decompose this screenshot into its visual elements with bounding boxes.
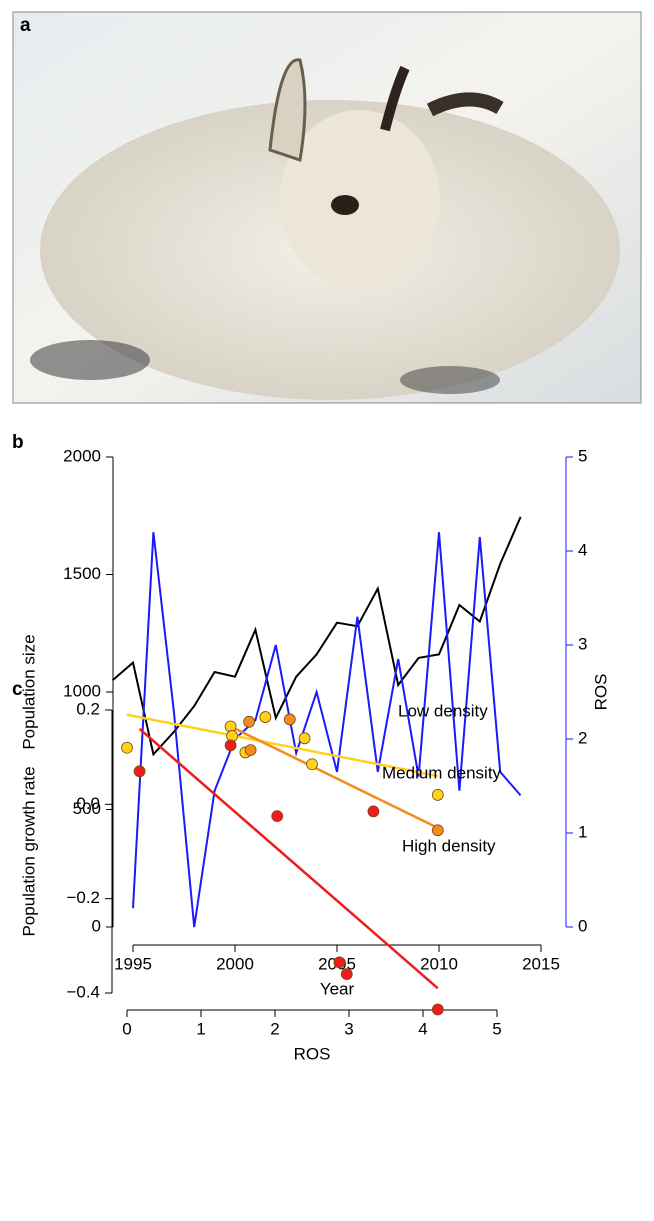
hoof (400, 366, 500, 394)
panel-label: c (12, 679, 23, 700)
x-tick-label: 2 (270, 1019, 279, 1038)
x-axis-label: Year (320, 979, 355, 998)
y-axis-label: Population size (19, 634, 38, 749)
y-tick-label: 0.2 (76, 699, 100, 718)
point (431, 789, 444, 801)
point (431, 1003, 444, 1016)
y-tick-label: 500 (73, 799, 101, 818)
y2-tick-label: 3 (578, 634, 587, 653)
fit-line (126, 713, 439, 778)
point (340, 968, 353, 981)
point (133, 765, 146, 778)
point (306, 758, 318, 771)
x-tick-label: 4 (418, 1019, 427, 1038)
y2-tick-label: 2 (578, 728, 587, 747)
y2-tick-label: 0 (578, 916, 587, 935)
y2-tick-label: 5 (578, 446, 587, 465)
x-tick-label: 5 (492, 1019, 501, 1038)
point (224, 739, 237, 752)
y-tick-label: −0.4 (66, 982, 100, 1001)
ear (268, 58, 307, 162)
series-label: Low density (398, 701, 488, 720)
series-line (111, 516, 522, 757)
series-label: High density (402, 836, 496, 855)
x-tick-label: 2010 (420, 954, 458, 973)
point (298, 732, 311, 745)
point (283, 713, 296, 726)
panel-label: b (12, 432, 24, 453)
point (271, 810, 284, 823)
y-tick-label: 0.0 (76, 794, 100, 813)
y-tick-label: −0.2 (66, 888, 100, 907)
point (333, 956, 346, 969)
point (431, 824, 444, 837)
y-tick-label: 1000 (63, 681, 101, 700)
eye (331, 195, 359, 215)
point (121, 741, 133, 754)
y2-tick-label: 1 (578, 822, 587, 841)
fit-line (230, 725, 439, 830)
series-line (132, 532, 522, 928)
x-tick-label: 0 (122, 1019, 131, 1038)
y-tick-label: 2000 (63, 446, 101, 465)
y-tick-label: 0 (92, 916, 101, 935)
reindeer-head (280, 110, 440, 290)
x-tick-label: 3 (344, 1019, 353, 1038)
panel-label: a (20, 15, 31, 36)
point (243, 715, 256, 728)
hoof (30, 340, 150, 380)
photo (12, 11, 642, 404)
series-label: Medium density (382, 763, 502, 782)
point (367, 805, 380, 818)
x-axis-label: ROS (294, 1044, 331, 1063)
x-tick-label: 1 (196, 1019, 205, 1038)
x-tick-label: 1995 (114, 954, 152, 973)
antler (426, 92, 504, 117)
point (244, 744, 257, 756)
fit-line (138, 727, 439, 990)
antler (380, 65, 410, 132)
y-axis-label: Population growth rate (19, 766, 38, 936)
y-tick-label: 1500 (63, 564, 101, 583)
x-tick-label: 2015 (522, 954, 560, 973)
y2-axis-label: ROS (591, 674, 610, 711)
x-tick-label: 2000 (216, 954, 254, 973)
y2-tick-label: 4 (578, 540, 587, 559)
point (259, 711, 272, 723)
